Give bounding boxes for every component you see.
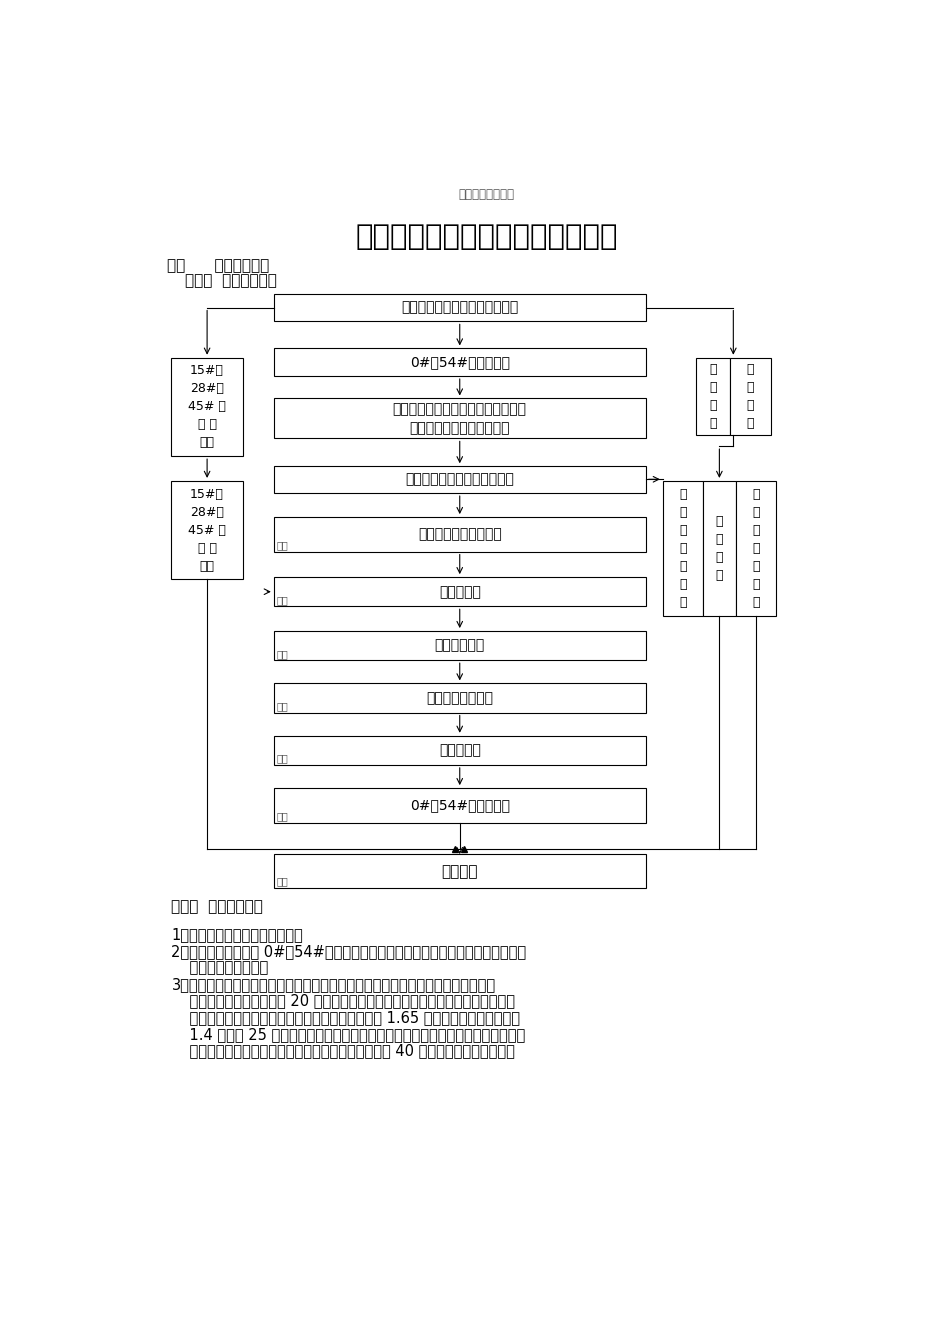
Text: 件，运离施工现场。: 件，运离施工现场。 bbox=[171, 961, 269, 976]
Text: 0#、54#伸缩缝拆除: 0#、54#伸缩缝拆除 bbox=[409, 355, 510, 370]
Text: 南侧背墙、南北两侧挡墙重建: 南侧背墙、南北两侧挡墙重建 bbox=[406, 473, 514, 487]
Text: 防
撞
墙
预
制
安
装: 防 撞 墙 预 制 安 装 bbox=[679, 488, 687, 609]
Text: （一）  总体施工顺序: （一） 总体施工顺序 bbox=[184, 273, 276, 288]
Text: 设计标高后再拆除南侧桥台背墙（设计拆除高度为 1.65 米，先用挖掘机炮锤拆除: 设计标高后再拆除南侧桥台背墙（设计拆除高度为 1.65 米，先用挖掘机炮锤拆除 bbox=[171, 1011, 521, 1025]
Text: 结论: 结论 bbox=[276, 812, 288, 821]
Bar bbox=[274, 855, 646, 888]
Text: 破
防
撞
墙: 破 防 撞 墙 bbox=[710, 363, 717, 430]
Text: 结论: 结论 bbox=[276, 649, 288, 659]
Bar bbox=[274, 398, 646, 438]
Bar bbox=[703, 481, 735, 616]
Bar bbox=[274, 294, 646, 321]
Text: 3、原南侧桥台桥头搭板及枕梁应首先进行拆除，然后挖除路面及墙后填土（先用挖: 3、原南侧桥台桥头搭板及枕梁应首先进行拆除，然后挖除路面及墙后填土（先用挖 bbox=[171, 977, 496, 992]
Text: 1、按道路封闭示意图封闭交通；: 1、按道路封闭示意图封闭交通； bbox=[171, 927, 303, 942]
Bar bbox=[735, 481, 776, 616]
Text: 损
撞
修
复: 损 撞 修 复 bbox=[747, 363, 754, 430]
Text: 结论: 结论 bbox=[276, 540, 288, 550]
Bar bbox=[274, 630, 646, 660]
Text: 摊铺水稳层: 摊铺水稳层 bbox=[439, 585, 481, 598]
Text: 灌
孔
建
安: 灌 孔 建 安 bbox=[715, 515, 723, 582]
Bar bbox=[274, 577, 646, 606]
Bar bbox=[663, 481, 703, 616]
Text: 掘机拆除至高于设计标高 20 厘米处停止，然后用人工挖掘至设计标高），拆除至: 掘机拆除至高于设计标高 20 厘米处停止，然后用人工挖掘至设计标高），拆除至 bbox=[171, 993, 516, 1008]
Bar bbox=[696, 358, 731, 434]
Text: 结论: 结论 bbox=[276, 876, 288, 887]
Bar bbox=[274, 517, 646, 551]
Bar bbox=[274, 348, 646, 376]
Bar bbox=[274, 466, 646, 493]
Text: 0#、54#伸缩缝重建: 0#、54#伸缩缝重建 bbox=[409, 798, 510, 812]
Bar bbox=[274, 788, 646, 823]
Text: 路床碾压、铺设砂垫层: 路床碾压、铺设砂垫层 bbox=[418, 527, 502, 542]
Text: 南侧桥头搭板重建: 南侧桥头搭板重建 bbox=[427, 691, 493, 706]
Bar bbox=[274, 735, 646, 765]
Text: 15#、
28#、
45# 伸
缩 缝
拆除: 15#、 28#、 45# 伸 缩 缝 拆除 bbox=[188, 364, 226, 449]
Text: 北海高架桥加固维护工程施工方案: 北海高架桥加固维护工程施工方案 bbox=[355, 223, 618, 251]
Bar bbox=[731, 358, 770, 434]
Text: 开放交通: 开放交通 bbox=[442, 864, 478, 879]
Text: （二）  总体施工方案: （二） 总体施工方案 bbox=[171, 899, 263, 914]
Bar bbox=[171, 358, 243, 456]
Text: 水
新
及
装
水
管
道: 水 新 及 装 水 管 道 bbox=[752, 488, 760, 609]
Text: 南侧枕梁重建: 南侧枕梁重建 bbox=[434, 638, 484, 653]
Text: 北海高架桥南北桥双向道路封闭: 北海高架桥南北桥双向道路封闭 bbox=[401, 301, 519, 314]
Text: 南侧背墙、南北两侧桥头搭板、枕梁
及防撞墙、挡墙、路面拆除: 南侧背墙、南北两侧桥头搭板、枕梁 及防撞墙、挡墙、路面拆除 bbox=[392, 402, 526, 435]
Text: 一、      总体施工概述: 一、 总体施工概述 bbox=[167, 258, 269, 273]
Text: 下载后可任意编辑: 下载后可任意编辑 bbox=[459, 188, 515, 200]
Text: 15#、
28#、
45# 伸
缩 缝
重建: 15#、 28#、 45# 伸 缩 缝 重建 bbox=[188, 488, 226, 573]
Text: 摊铺沥青层: 摊铺沥青层 bbox=[439, 743, 481, 757]
Text: 2、用挖掘机炮锤破除 0#、54#桥梁伸缩缝，人工清理破除的砼残渣和钢筋及金属构: 2、用挖掘机炮锤破除 0#、54#桥梁伸缩缝，人工清理破除的砼残渣和钢筋及金属构 bbox=[171, 943, 526, 960]
Bar bbox=[171, 481, 243, 579]
Bar bbox=[274, 683, 646, 712]
Text: 结论: 结论 bbox=[276, 702, 288, 711]
Text: 结论: 结论 bbox=[276, 754, 288, 763]
Text: 结论: 结论 bbox=[276, 595, 288, 605]
Text: 除南北两侧钢筋砼挡墙和防撞墙（南北双向左右幅各 40 米），并将所有施工凿除: 除南北两侧钢筋砼挡墙和防撞墙（南北双向左右幅各 40 米），并将所有施工凿除 bbox=[171, 1043, 515, 1058]
Text: 1.4 米，后 25 厘米采纳人工加风镐拆除至设计指定高度）；最后用挖掘机炮锤拆: 1.4 米，后 25 厘米采纳人工加风镐拆除至设计指定高度）；最后用挖掘机炮锤拆 bbox=[171, 1027, 525, 1042]
